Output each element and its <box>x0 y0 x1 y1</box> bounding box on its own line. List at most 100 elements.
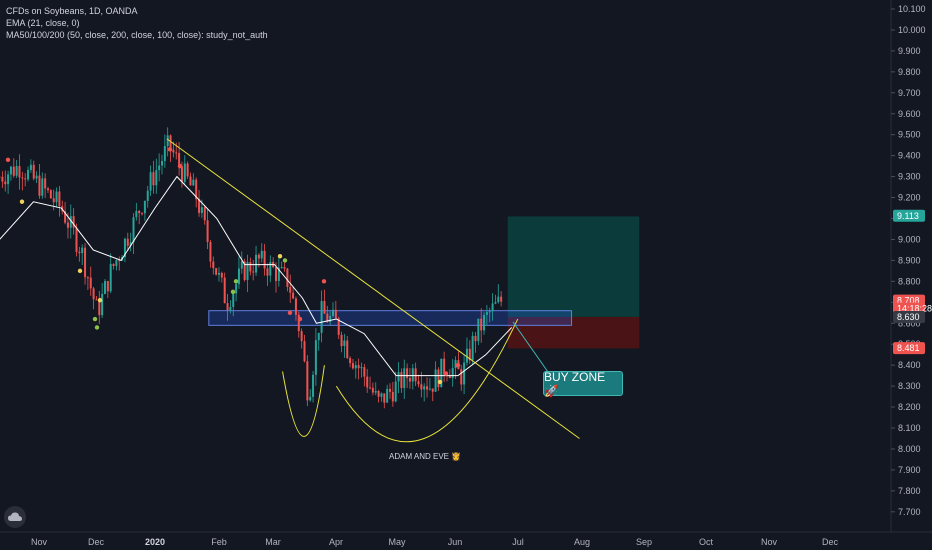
candle-body <box>426 386 429 390</box>
price-tick-label: 8.400 <box>898 360 921 370</box>
candle-body <box>158 165 161 171</box>
legend-ema[interactable]: EMA (21, close, 0) <box>6 18 80 28</box>
price-tick-label: 7.900 <box>898 465 921 475</box>
candle-body <box>300 331 303 342</box>
candle-body <box>471 335 474 361</box>
candle-body <box>86 277 89 279</box>
candle-body <box>126 238 129 246</box>
candle-body <box>84 247 87 278</box>
time-tick-label: Dec <box>88 537 105 547</box>
candle-body <box>306 361 309 401</box>
time-tick-label: May <box>388 537 406 547</box>
overlay-lines <box>0 138 580 443</box>
candle-body <box>460 369 463 385</box>
time-tick-label: Jun <box>448 537 463 547</box>
candle-body <box>75 227 78 252</box>
candle-body <box>280 267 283 269</box>
candle-body <box>132 217 135 243</box>
candle-body <box>21 177 24 179</box>
candle-body <box>49 190 52 199</box>
price-tick-label: 8.800 <box>898 276 921 286</box>
signal-dot <box>233 279 239 284</box>
candle-body <box>146 190 149 201</box>
signal-dot <box>97 298 103 303</box>
price-tick-label: 9.600 <box>898 109 921 119</box>
legend-ma[interactable]: MA50/100/200 (50, close, 200, close, 100… <box>6 30 268 40</box>
candle-body <box>138 210 141 214</box>
candle-body <box>160 161 163 166</box>
price-tick-label: 8.600 <box>898 318 921 328</box>
candle-body <box>294 298 297 315</box>
signal-dot <box>92 316 98 322</box>
price-tick-label: 8.000 <box>898 444 921 454</box>
candle-body <box>66 222 69 228</box>
time-tick-label: Jul <box>512 537 524 547</box>
candle-body <box>24 178 27 180</box>
price-tick-label: 8.300 <box>898 381 921 391</box>
candle-body <box>277 267 280 281</box>
candle-body <box>269 261 272 276</box>
price-tick-label: 9.300 <box>898 172 921 182</box>
candle-body <box>366 376 369 388</box>
candle-body <box>58 191 61 207</box>
candle-body <box>55 191 58 203</box>
price-tick-label: 10.000 <box>898 25 926 35</box>
candle-body <box>141 213 144 215</box>
price-tag: 9.113 <box>893 209 925 222</box>
candle-body <box>41 178 44 196</box>
candle-body <box>391 391 394 402</box>
price-tick-label: 9.000 <box>898 234 921 244</box>
candle-body <box>217 272 220 275</box>
candle-body <box>363 367 366 377</box>
candle-body <box>437 369 440 388</box>
price-tick-label: 9.800 <box>898 67 921 77</box>
candle-body <box>383 393 386 403</box>
candle-body <box>417 381 420 385</box>
time-tick-label: Dec <box>822 537 839 547</box>
candle-body <box>166 135 169 147</box>
candle-body <box>292 292 295 299</box>
candle-body <box>443 358 446 375</box>
candle-body <box>488 311 491 313</box>
price-tick-label: 9.900 <box>898 46 921 56</box>
candle-body <box>215 268 218 275</box>
candle-body <box>223 277 226 304</box>
candle-body <box>297 314 300 332</box>
candle-body <box>255 254 258 273</box>
legend-symbol[interactable]: CFDs on Soybeans, 1D, OANDA <box>6 6 138 16</box>
candle-body <box>380 393 383 397</box>
candle-body <box>263 250 266 269</box>
price-axis: 10.100 10.000 9.900 9.800 9.700 9.600 9.500 9.4… <box>891 4 926 517</box>
candle-body <box>317 332 320 341</box>
candle-body <box>397 372 400 382</box>
candle-body <box>0 176 1 178</box>
candle-body <box>246 262 249 280</box>
candle-body <box>323 301 326 314</box>
price-tag: 8.630 <box>893 310 925 323</box>
time-tick-label: 2020 <box>145 537 165 547</box>
candle-body <box>448 375 451 378</box>
price-tick-label: 8.100 <box>898 423 921 433</box>
time-tick-label: Feb <box>211 537 227 547</box>
price-tick-label: 9.400 <box>898 151 921 161</box>
tradingview-logo[interactable] <box>4 506 26 528</box>
candle-body <box>29 164 32 170</box>
candle-body <box>451 367 454 378</box>
support-zone <box>208 310 573 326</box>
candle-body <box>349 358 352 364</box>
candle-body <box>312 374 315 397</box>
candle-body <box>337 318 340 335</box>
candle-body <box>340 334 343 347</box>
candle-body <box>189 176 192 186</box>
signal-dot <box>455 362 461 368</box>
candle-body <box>1 176 4 182</box>
candle-body <box>175 152 178 154</box>
signal-dot <box>5 157 11 163</box>
candle-body <box>243 261 246 280</box>
candle-body <box>465 348 468 363</box>
signal-dot <box>297 316 303 322</box>
candle-body <box>371 387 374 393</box>
candle-body <box>183 163 186 182</box>
